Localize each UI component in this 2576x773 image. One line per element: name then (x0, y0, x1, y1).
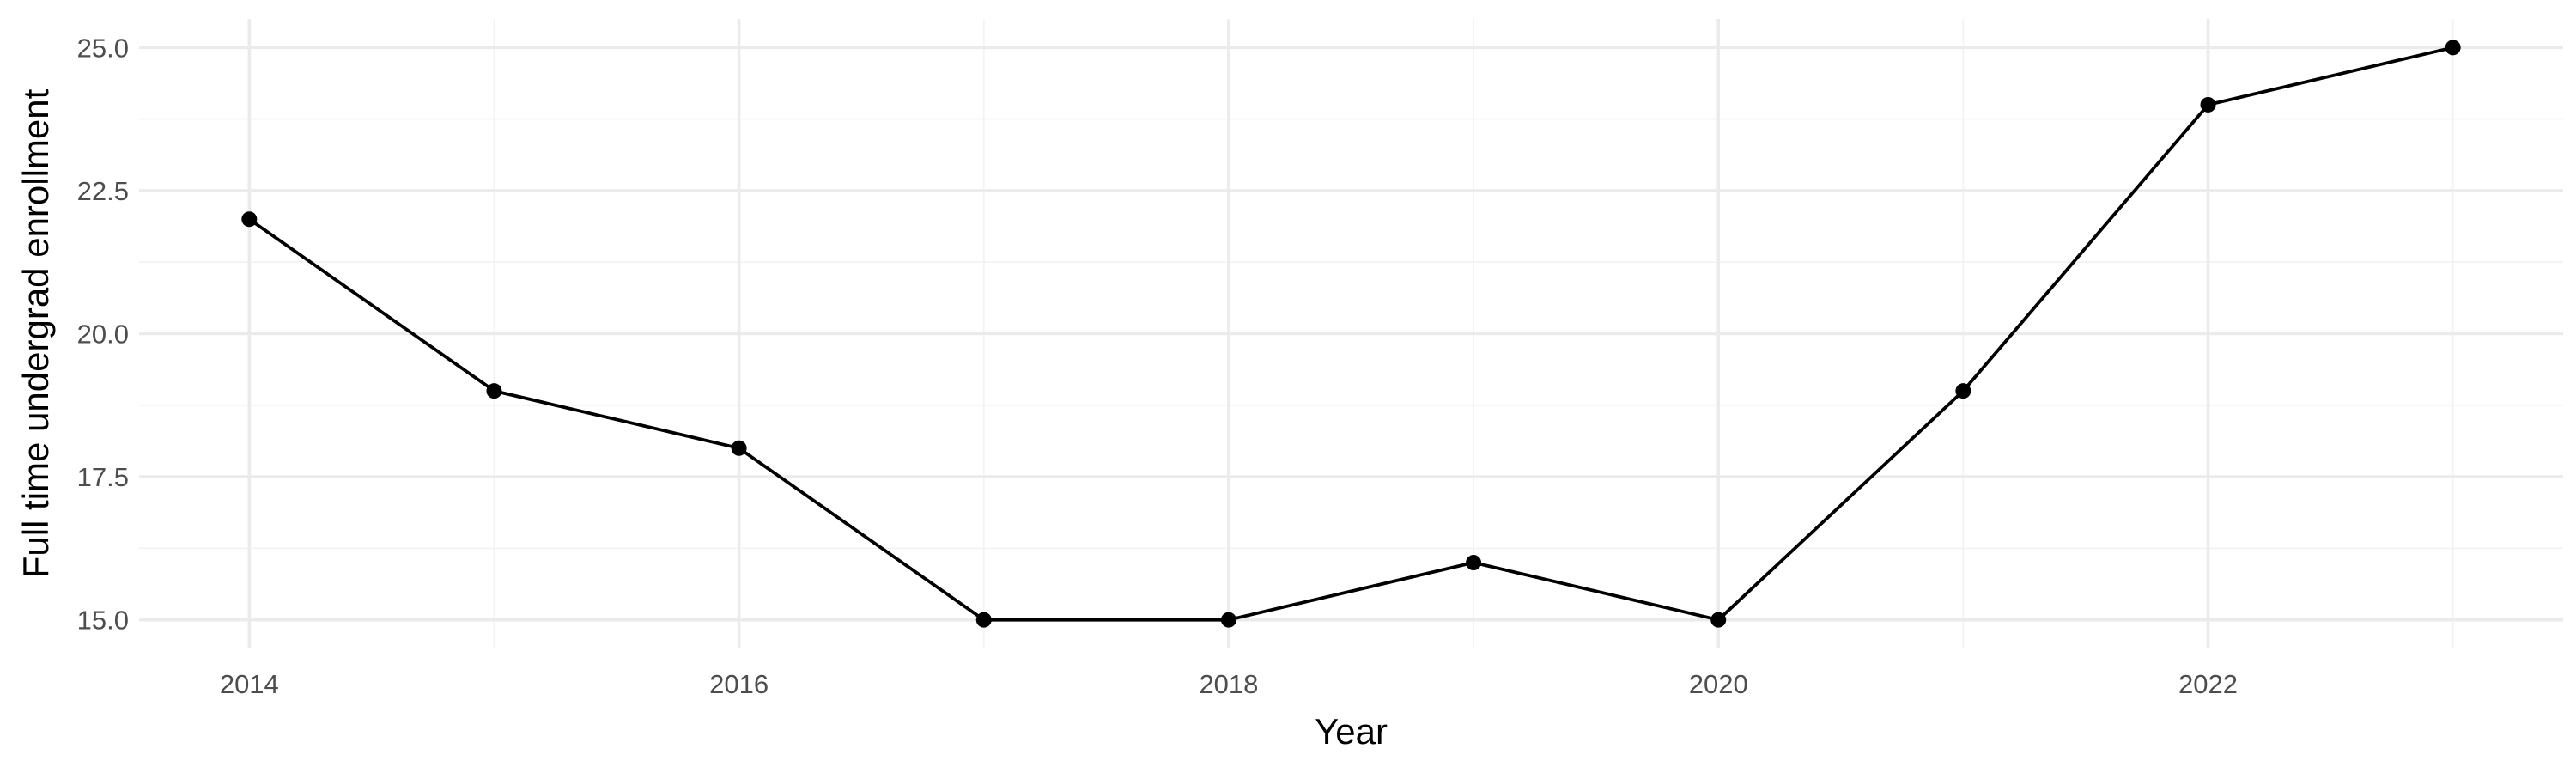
series-line (248, 46, 2454, 622)
y-tick-label: 25.0 (77, 33, 129, 63)
x-axis-title: Year (1315, 711, 1388, 752)
x-tick-label: 2022 (2178, 669, 2238, 699)
data-point-2018 (1220, 612, 1236, 628)
series-layer (241, 40, 2461, 628)
x-tick-label: 2018 (1199, 669, 1258, 699)
data-point-2020 (1710, 612, 1727, 628)
major-gridlines (139, 19, 2563, 648)
data-point-2017 (975, 612, 992, 628)
data-point-2015 (486, 383, 502, 399)
y-tick-label: 20.0 (77, 320, 129, 350)
y-tick-label: 22.5 (77, 176, 129, 206)
data-point-2022 (2200, 96, 2216, 113)
x-tick-label: 2020 (1689, 669, 1748, 699)
data-point-2016 (731, 440, 747, 456)
x-tick-label: 2014 (220, 669, 279, 699)
x-axis-tick-labels: 2014 2016 2018 2020 2022 (220, 669, 2238, 699)
y-axis-title: Full time undergrad enrollment (15, 88, 56, 578)
y-axis-tick-labels: 15.0 17.5 20.0 22.5 25.0 (77, 33, 129, 635)
data-point-2019 (1466, 555, 1482, 571)
y-tick-label: 15.0 (77, 606, 129, 636)
data-point-2021 (1955, 383, 1971, 399)
data-point-2023 (2445, 40, 2461, 56)
y-tick-label: 17.5 (77, 462, 129, 492)
data-point-2014 (241, 211, 258, 228)
x-tick-label: 2016 (709, 669, 769, 699)
